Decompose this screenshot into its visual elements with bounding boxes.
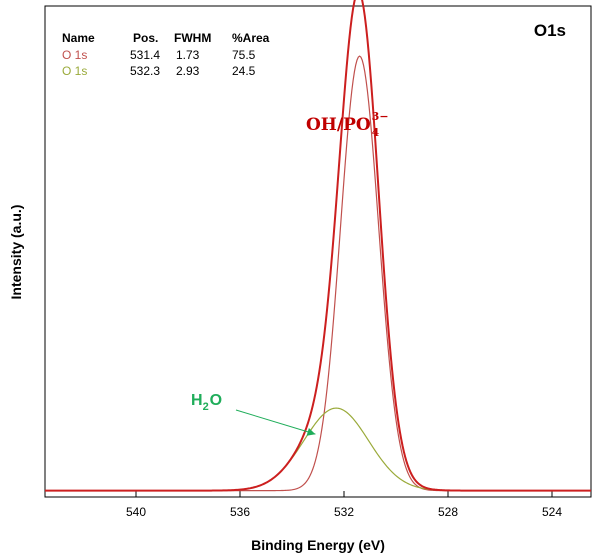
annotation-oh-po4: OH/PO <box>306 115 371 135</box>
h2o-arrow-line <box>235 409 316 435</box>
panel-label: O1s <box>534 21 566 40</box>
table-header: Name <box>62 31 95 45</box>
x-axis-title: Binding Energy (eV) <box>251 537 385 553</box>
peak-annotations: OH/PO 4 3− H 2 O <box>191 110 389 436</box>
y-axis-title: Intensity (a.u.) <box>8 205 24 300</box>
table-cell: 24.5 <box>232 64 256 78</box>
table-cell: 75.5 <box>232 48 256 62</box>
plot-frame <box>44 5 592 498</box>
table-cell: O 1s <box>62 48 87 62</box>
annotation-h2o-subscript: 2 <box>203 401 209 413</box>
annotation-superscript: 3− <box>372 110 389 123</box>
annotation-h2o: H <box>191 392 203 409</box>
x-tick-label: 536 <box>230 505 250 519</box>
annotation-h2o-suffix: O <box>210 392 222 409</box>
table-cell: 2.93 <box>176 64 200 78</box>
table-cell: 531.4 <box>130 48 160 62</box>
envelope-curve <box>45 0 591 492</box>
x-axis-ticks: 540 536 532 528 524 <box>126 491 562 519</box>
h2o-arrow-head <box>306 428 316 436</box>
table-header: Pos. <box>133 31 158 45</box>
x-tick-label: 540 <box>126 505 146 519</box>
x-tick-label: 532 <box>334 505 354 519</box>
x-tick-label: 528 <box>438 505 458 519</box>
x-tick-label: 524 <box>542 505 562 519</box>
series-layer <box>45 0 591 492</box>
table-header: FWHM <box>174 31 211 45</box>
annotation-subscript: 4 <box>372 126 380 139</box>
table-cell: 1.73 <box>176 48 200 62</box>
table-cell: O 1s <box>62 64 87 78</box>
table-header: %Area <box>232 31 270 45</box>
table-cell: 532.3 <box>130 64 160 78</box>
fit-parameter-table: Name Pos. FWHM %Area O 1s 531.4 1.73 75.5 O 1s 53… <box>62 31 270 78</box>
